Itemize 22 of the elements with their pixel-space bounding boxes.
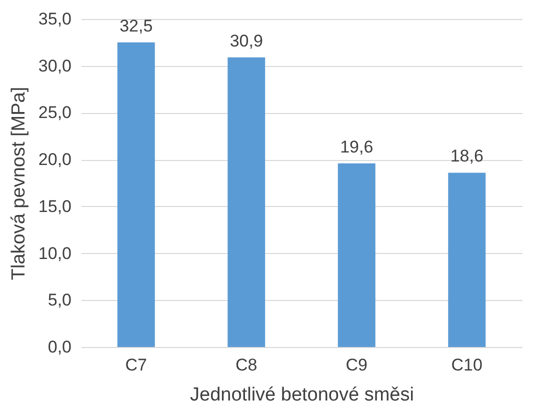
- x-axis-title: Jednotlivé betonové směsi: [190, 384, 414, 406]
- y-tick-label: 5,0: [48, 290, 72, 310]
- x-tick-label: C10: [451, 356, 482, 374]
- data-label: 18,6: [450, 146, 484, 166]
- bar: [448, 172, 486, 347]
- x-tick-label: C7: [125, 356, 147, 374]
- data-label: 30,9: [230, 31, 263, 50]
- y-tick-label: 20,0: [38, 150, 72, 170]
- y-axis-title: Tlaková pevnost [MPa]: [8, 86, 30, 280]
- x-tick-label: C9: [346, 356, 368, 374]
- y-tick-label: 0,0: [48, 338, 72, 356]
- y-tick-label: 10,0: [38, 244, 72, 263]
- data-label: 32,5: [120, 16, 153, 36]
- bar: [338, 163, 376, 347]
- bar: [228, 57, 266, 347]
- y-tick-label: 15,0: [38, 196, 72, 216]
- y-tick-label: 25,0: [38, 103, 72, 122]
- x-tick-label: C8: [236, 356, 258, 374]
- bar: [117, 42, 155, 347]
- y-tick-label: 35,0: [38, 10, 72, 28]
- data-label: 19,6: [340, 137, 374, 156]
- y-tick-label: 30,0: [38, 56, 72, 76]
